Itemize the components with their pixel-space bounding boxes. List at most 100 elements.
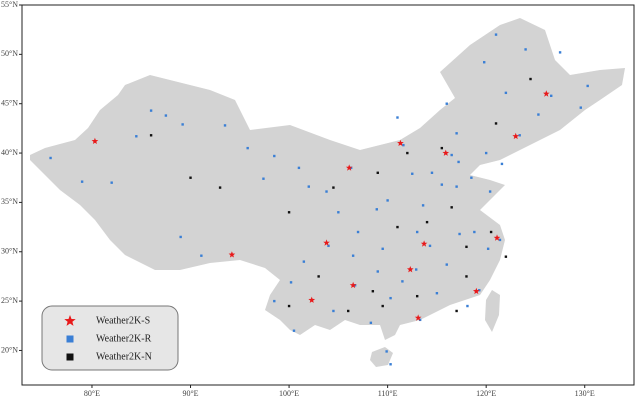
y-tick-label: 55°N bbox=[1, 0, 18, 9]
legend-label: Weather2K-S bbox=[96, 315, 150, 326]
square-marker bbox=[465, 275, 468, 278]
star-marker bbox=[228, 251, 236, 258]
star-marker bbox=[91, 137, 99, 144]
points-layer bbox=[49, 33, 589, 366]
square-marker bbox=[550, 94, 553, 98]
square-marker bbox=[317, 275, 320, 278]
square-marker bbox=[218, 186, 222, 189]
square-marker bbox=[49, 156, 52, 160]
legend-marker bbox=[64, 315, 76, 326]
star-marker bbox=[543, 90, 550, 97]
square-marker bbox=[297, 166, 301, 170]
square-marker bbox=[586, 84, 589, 88]
square-marker bbox=[421, 204, 425, 207]
square-marker bbox=[498, 238, 502, 242]
square-marker bbox=[425, 220, 429, 224]
square-marker bbox=[428, 244, 432, 248]
square-marker bbox=[189, 176, 192, 179]
square-marker bbox=[411, 172, 414, 175]
y-tick-label: 50°N bbox=[1, 49, 18, 58]
x-tick-label: 80°E bbox=[84, 389, 100, 398]
square-marker bbox=[200, 254, 203, 257]
square-marker bbox=[273, 154, 276, 158]
square-marker bbox=[327, 244, 330, 248]
square-marker bbox=[415, 268, 418, 271]
star-marker bbox=[308, 296, 316, 303]
square-marker bbox=[332, 309, 335, 313]
square-marker bbox=[381, 304, 384, 308]
square-marker bbox=[455, 309, 458, 313]
square-marker bbox=[486, 247, 490, 250]
square-marker bbox=[466, 304, 469, 308]
square-marker bbox=[389, 296, 392, 300]
star-marker bbox=[397, 139, 404, 146]
star-marker bbox=[414, 314, 422, 321]
square-marker bbox=[418, 318, 422, 322]
square-marker bbox=[537, 113, 540, 116]
square-marker bbox=[524, 48, 527, 51]
star-marker bbox=[345, 164, 353, 171]
x-tick-label: 90°E bbox=[182, 389, 198, 398]
x-tick-label: 110°E bbox=[378, 389, 398, 398]
map-frame bbox=[21, 4, 635, 386]
square-marker bbox=[325, 190, 328, 193]
square-marker bbox=[149, 134, 153, 137]
square-marker bbox=[489, 230, 493, 234]
square-marker bbox=[332, 186, 335, 189]
square-marker bbox=[110, 181, 113, 184]
square-marker bbox=[415, 294, 419, 298]
square-marker bbox=[262, 177, 265, 180]
square-marker bbox=[385, 350, 388, 353]
square-marker bbox=[458, 232, 461, 236]
square-marker bbox=[396, 116, 399, 119]
square-marker bbox=[347, 309, 350, 313]
square-marker bbox=[455, 185, 458, 188]
legend-box bbox=[41, 305, 179, 371]
square-marker bbox=[483, 61, 486, 64]
square-marker bbox=[406, 151, 409, 155]
star-marker bbox=[493, 234, 501, 241]
star-marker bbox=[349, 281, 357, 289]
square-marker bbox=[149, 109, 153, 112]
square-marker bbox=[440, 146, 444, 150]
square-marker bbox=[356, 230, 360, 234]
square-marker bbox=[465, 245, 468, 249]
star-marker bbox=[473, 287, 480, 295]
square-marker bbox=[500, 162, 504, 166]
square-marker bbox=[289, 281, 293, 284]
square-marker bbox=[292, 329, 296, 332]
square-marker bbox=[488, 190, 492, 193]
star-marker bbox=[512, 132, 520, 140]
square-marker bbox=[484, 151, 488, 155]
square-marker bbox=[371, 290, 375, 293]
y-tick-label: 45°N bbox=[1, 99, 18, 108]
square-marker bbox=[273, 299, 276, 303]
square-marker bbox=[473, 230, 476, 234]
square-marker bbox=[401, 280, 404, 283]
square-marker bbox=[376, 171, 379, 174]
square-marker bbox=[579, 106, 582, 109]
square-marker bbox=[445, 102, 448, 105]
x-tick-label: 120°E bbox=[476, 389, 496, 398]
square-marker bbox=[494, 122, 498, 125]
square-marker bbox=[381, 247, 384, 250]
legend-marker bbox=[66, 353, 74, 361]
square-marker bbox=[504, 91, 508, 95]
square-marker bbox=[445, 263, 448, 266]
square-marker bbox=[223, 124, 227, 127]
square-marker bbox=[246, 146, 249, 150]
square-marker bbox=[302, 260, 306, 263]
y-tick-label: 30°N bbox=[1, 247, 18, 256]
square-marker bbox=[375, 208, 378, 211]
square-marker bbox=[135, 135, 138, 138]
star-marker bbox=[442, 149, 450, 156]
square-marker bbox=[435, 292, 439, 295]
square-marker bbox=[455, 132, 458, 135]
y-tick-label: 35°N bbox=[1, 197, 18, 206]
square-marker bbox=[287, 211, 291, 214]
square-marker bbox=[450, 153, 453, 157]
square-marker bbox=[389, 363, 392, 366]
y-tick-label: 40°N bbox=[1, 148, 18, 157]
square-marker bbox=[558, 51, 562, 54]
